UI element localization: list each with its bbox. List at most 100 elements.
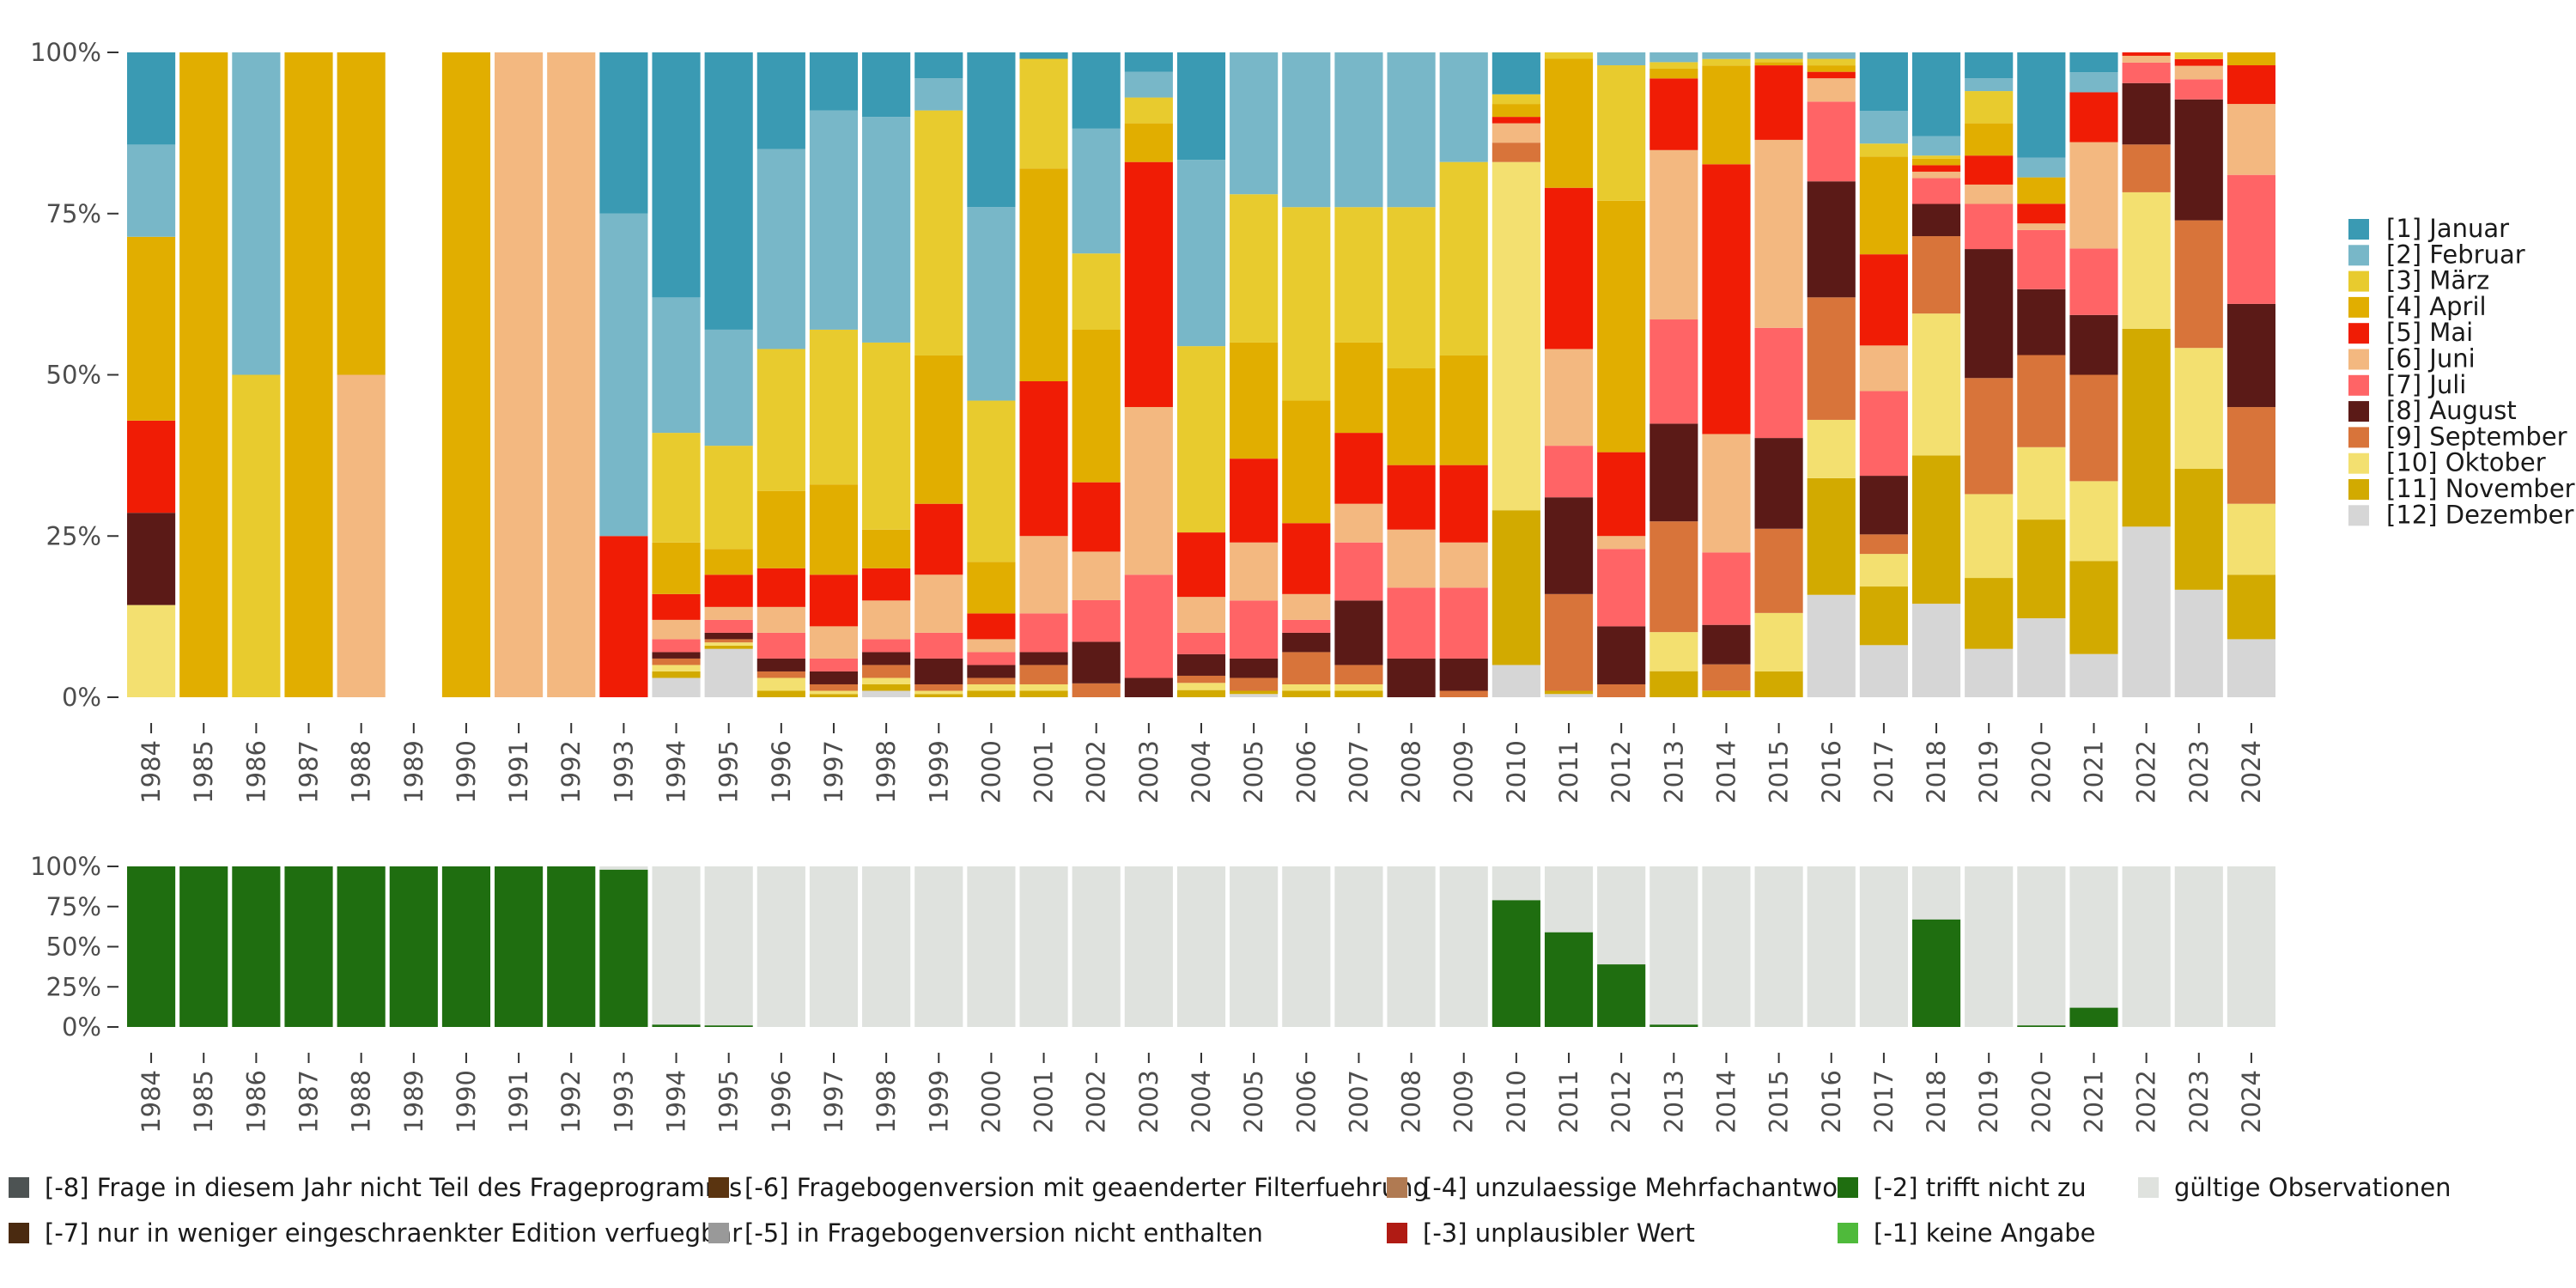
bar-segment-2022-m5: [2122, 52, 2171, 56]
bar-segment-1999-m2: [914, 78, 963, 111]
bar-segment-2011-m7: [1544, 446, 1594, 498]
bar-segment-1999-m6: [914, 574, 963, 633]
missing-x-tick-label: 2002: [1082, 1070, 1111, 1133]
main-x-tick-label: 2000: [976, 740, 1005, 804]
bar-segment-2024-m8: [2227, 303, 2275, 408]
missing-x-tick-label: 1990: [452, 1070, 481, 1133]
legend-swatch-codevalid: [2138, 1177, 2159, 1198]
main-chart: 0% 25% 50% 75% 100% 1984 1985 1986 1987 1988 1989 1…: [30, 38, 2275, 804]
bar-segment-2005-m4: [1230, 342, 1279, 459]
missing-x-tick-label: 2024: [2237, 1070, 2266, 1133]
legend-label-code-5: [-5] in Fragebogenversion nicht enthalte…: [744, 1218, 1263, 1248]
bar-segment-2016-m9: [1807, 297, 1856, 420]
missing-bar-valid-2013: [1649, 866, 1698, 1025]
bar-segment-2014-m9: [1702, 664, 1751, 691]
bar-segment-1996-m4: [756, 490, 805, 568]
missing-bar-valid-2002: [1072, 866, 1121, 1027]
bar-segment-1998-m6: [862, 600, 911, 640]
bar-segment-2008-m5: [1387, 465, 1436, 530]
bar-segment-2009-m7: [1439, 587, 1488, 659]
main-x-tick-label: 2003: [1134, 740, 1163, 804]
missing-x-tick-label: 2013: [1659, 1070, 1688, 1133]
bar-segment-2004-m10: [1176, 683, 1226, 690]
bar-segment-2014-m2: [1702, 52, 1751, 59]
bar-segment-1986-m2: [232, 52, 281, 375]
bar-segment-2003-m4: [1124, 123, 1173, 162]
bar-segment-2000-m11: [967, 690, 1016, 697]
bar-segment-2010-m3: [1492, 94, 1540, 105]
missing-bar-valid-2018: [1911, 866, 1961, 920]
main-x-tick-label: 2005: [1239, 740, 1268, 804]
bar-segment-2013-m11: [1649, 671, 1698, 697]
missing-bar-valid-2009: [1439, 866, 1488, 1027]
bar-segment-1999-m4: [914, 355, 963, 504]
bar-segment-2017-m8: [1859, 476, 1908, 535]
bar-segment-2011-m12: [1544, 694, 1594, 697]
main-x-tick-label: 1999: [924, 740, 953, 804]
bar-segment-2011-m5: [1544, 187, 1594, 349]
bar-segment-2000-m5: [967, 613, 1016, 640]
bar-segment-2004-m3: [1176, 346, 1226, 533]
bar-segment-2006-m4: [1282, 400, 1331, 524]
bar-segment-2016-m2: [1807, 52, 1856, 59]
main-x-tick-label: 1995: [714, 740, 744, 804]
bar-segment-2001-m9: [1019, 665, 1068, 684]
legend-label-code-3: [-3] unplausibler Wert: [1423, 1218, 1695, 1248]
legend-swatch-month-7: [2348, 374, 2369, 396]
bar-segment-2021-m5: [2069, 92, 2118, 143]
bar-segment-2011-m4: [1544, 58, 1594, 188]
bar-segment-2014-m8: [1702, 624, 1751, 665]
bar-segment-1997-m10: [809, 690, 859, 695]
bar-segment-2017-m1: [1859, 52, 1908, 112]
missing-x-tick-label: 1984: [137, 1070, 166, 1133]
missing-bar-trifft-nicht-zu-1985: [179, 866, 228, 1027]
main-x-tick-label: 2002: [1082, 740, 1111, 804]
missing-bar-valid-1996: [756, 866, 805, 1027]
bar-segment-1998-m4: [862, 529, 911, 568]
bar-segment-2001-m7: [1019, 613, 1068, 653]
main-x-tick-label: 1989: [399, 740, 428, 804]
bar-segment-2010-m6: [1492, 123, 1540, 143]
bar-segment-1997-m4: [809, 484, 859, 575]
bar-segment-1998-m7: [862, 639, 911, 653]
missing-bar-valid-2005: [1230, 866, 1279, 1027]
main-x-tick-label: 1984: [137, 740, 166, 804]
main-x-tick-label: 1996: [767, 740, 796, 804]
main-y-tick-label: 0%: [62, 683, 101, 712]
bar-segment-2012-m4: [1597, 200, 1646, 453]
bar-segment-2020-m2: [2017, 157, 2066, 178]
bar-segment-1993-m5: [599, 536, 648, 697]
bar-segment-1995-m7: [704, 619, 753, 633]
missing-x-tick-label: 1986: [241, 1070, 270, 1133]
legend-label-code-4: [-4] unzulaessige Mehrfachantwort: [1423, 1173, 1857, 1202]
bar-segment-2022-m10: [2122, 191, 2171, 329]
bar-segment-2002-m1: [1072, 52, 1121, 129]
bar-segment-2019-m8: [1965, 249, 2014, 379]
bar-segment-2015-m6: [1754, 139, 1803, 328]
bar-segment-2012-m9: [1597, 683, 1646, 697]
bar-segment-2024-m10: [2227, 503, 2275, 575]
main-x-tick-label: 1988: [347, 740, 376, 804]
bar-segment-2001-m4: [1019, 168, 1068, 382]
missing-bar-valid-1998: [862, 866, 911, 1027]
bar-segment-2005-m5: [1230, 459, 1279, 543]
bar-segment-2012-m2: [1597, 52, 1646, 66]
bar-segment-2007-m2: [1334, 52, 1383, 208]
missing-bar-valid-2023: [2174, 866, 2223, 1027]
bar-segment-2024-m11: [2227, 574, 2275, 640]
bar-segment-2013-m7: [1649, 319, 1698, 424]
bar-segment-1984-m5: [127, 420, 176, 513]
bar-segment-2013-m5: [1649, 78, 1698, 150]
main-x-tick-label: 2010: [1502, 740, 1531, 804]
main-x-tick-label: 2017: [1869, 740, 1899, 804]
missing-x-tick-label: 1989: [399, 1070, 428, 1133]
legend-label-codevalid: gültige Observationen: [2174, 1173, 2451, 1202]
bar-segment-2007-m3: [1334, 207, 1383, 343]
bar-segment-2006-m10: [1282, 683, 1331, 691]
bar-segment-2004-m6: [1176, 597, 1226, 633]
bar-segment-2019-m9: [1965, 378, 2014, 495]
bar-segment-2004-m5: [1176, 532, 1226, 598]
bar-segment-2023-m3: [2174, 52, 2223, 59]
main-x-tick-label: 2022: [2132, 740, 2161, 804]
bar-segment-2016-m4: [1807, 65, 1856, 72]
